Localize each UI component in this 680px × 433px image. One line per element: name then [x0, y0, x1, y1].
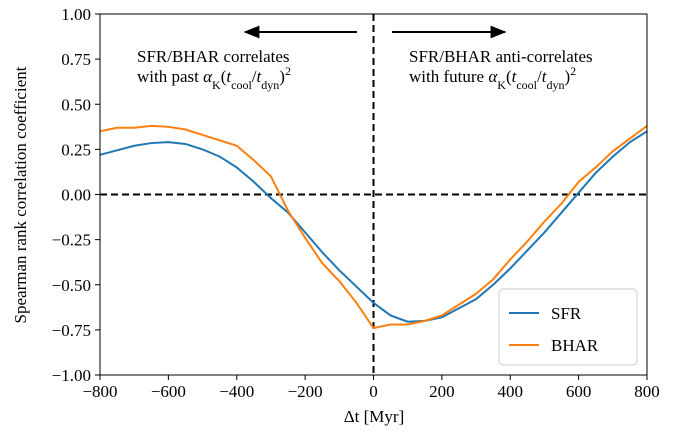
annotation-part: α	[488, 67, 498, 86]
annotation-part: t	[512, 67, 518, 86]
plot-frame	[99, 13, 648, 376]
series-line	[99, 130, 648, 323]
annotation-part: dyn	[546, 78, 564, 92]
annotation-part: with future	[409, 67, 488, 86]
y-axis-label: Spearman rank correlation coefficient	[11, 66, 30, 323]
x-tick-label: −200	[288, 382, 323, 401]
y-tick-label: −0.50	[52, 276, 91, 295]
x-tick-label: 0	[369, 382, 378, 401]
annotation-part: )	[279, 67, 285, 86]
annotation-part: 2	[285, 64, 291, 78]
annotation-part: cool	[231, 78, 252, 92]
annotation: with past αK(tcool/tdyn)2	[137, 64, 291, 92]
annotation-part: dyn	[261, 78, 279, 92]
y-tick-label: 0.75	[61, 50, 91, 69]
annotation: with future αK(tcool/tdyn)2	[409, 64, 576, 92]
annotation-part: t	[257, 67, 263, 86]
x-tick-label: 800	[634, 382, 660, 401]
annotation: SFR/BHAR correlates	[137, 47, 290, 66]
legend-label: SFR	[551, 304, 582, 323]
y-tick-label: 0.50	[61, 95, 91, 114]
annotation-part: (	[506, 67, 512, 86]
legend-label: BHAR	[551, 336, 599, 355]
annotation-part: K	[497, 78, 506, 92]
annotation-part: 2	[570, 64, 576, 78]
x-tick-label: 400	[498, 382, 524, 401]
y-tick-label: −0.75	[52, 321, 91, 340]
annotation-part: /	[252, 67, 257, 86]
annotation-part: with past	[137, 67, 203, 86]
y-tick-label: −1.00	[52, 366, 91, 385]
x-tick-label: −800	[82, 382, 117, 401]
x-tick-label: −600	[151, 382, 186, 401]
x-tick-label: 600	[566, 382, 592, 401]
annotation-part: α	[203, 67, 213, 86]
x-tick-label: −400	[219, 382, 254, 401]
annotation-part: K	[212, 78, 221, 92]
annotation: SFR/BHAR anti-correlates	[409, 47, 593, 66]
annotation-part: SFR/BHAR anti-correlates	[409, 47, 593, 66]
y-tick-label: 0.25	[61, 140, 91, 159]
annotation-part: /	[537, 67, 542, 86]
annotation-part: t	[226, 67, 232, 86]
y-tick-label: −0.25	[52, 231, 91, 250]
y-tick-label: 0.00	[61, 186, 91, 205]
annotation-part: cool	[516, 78, 537, 92]
annotation-part: t	[542, 67, 548, 86]
annotation-part: SFR/BHAR correlates	[137, 47, 290, 66]
annotation-part: )	[564, 67, 570, 86]
series-line	[99, 124, 648, 330]
annotation-part: (	[221, 67, 227, 86]
x-axis-label: Δt [Myr]	[344, 407, 405, 426]
x-tick-label: 200	[429, 382, 455, 401]
y-tick-label: 1.00	[61, 5, 91, 24]
